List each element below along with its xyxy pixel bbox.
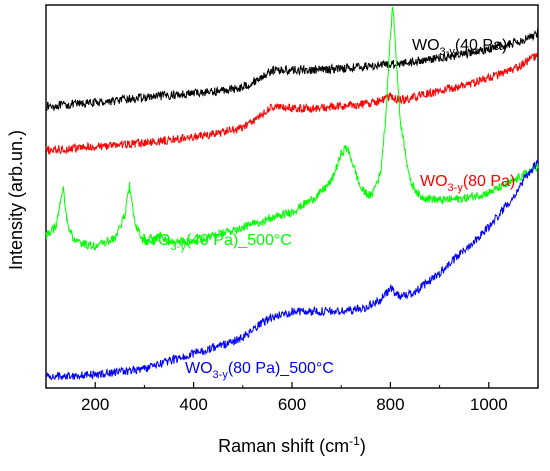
x-tick-label-600: 600	[278, 395, 306, 414]
series-line-3	[45, 158, 539, 381]
x-tick-label-800: 800	[376, 395, 404, 414]
series-line-1	[45, 51, 539, 156]
series-line-0	[45, 28, 539, 112]
x-tick-label-200: 200	[81, 395, 109, 414]
series-label-3: WO3-y(80 Pa)_500°C	[185, 360, 334, 381]
series-labels: WO3-y(40 Pa) WO3-y(80 Pa) WO3-y(40 Pa)_500…	[143, 37, 515, 381]
series-line-2	[45, 6, 539, 251]
series-label-0: WO3-y(40 Pa)	[412, 37, 507, 58]
series-label-1: WO3-y(80 Pa)	[420, 173, 515, 194]
x-tick-label-1000: 1000	[470, 395, 508, 414]
series-layer	[45, 6, 539, 381]
x-axis-ticks: 200 400 600 800 1000	[45, 382, 539, 414]
x-tick-label-400: 400	[179, 395, 207, 414]
series-label-2: WO3-y(40 Pa)_500°C	[143, 232, 292, 253]
x-axis-label: Raman shift (cm-1)	[218, 434, 366, 456]
y-axis-label: Intensity (arb.un.)	[6, 130, 26, 270]
